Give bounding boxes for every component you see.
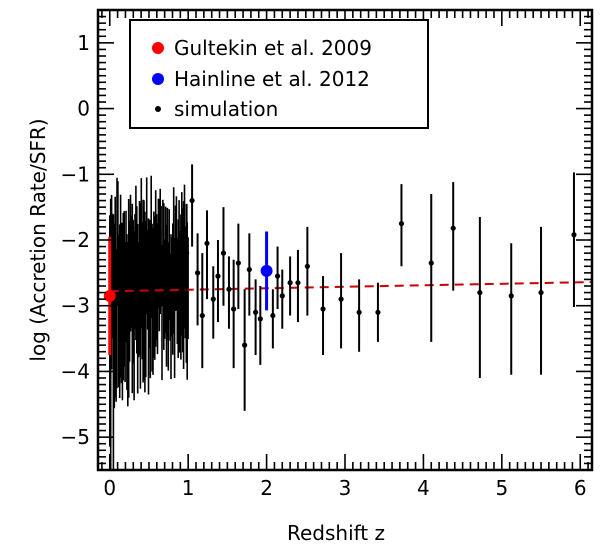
- gultekin-et-al-2009-point: [103, 289, 116, 302]
- simulation-point: [189, 197, 195, 204]
- x-tick-label: 5: [495, 476, 508, 500]
- simulation-point: [253, 309, 259, 315]
- simulation-point: [257, 316, 263, 322]
- fit-line: [109, 281, 593, 293]
- x-tick-label: 2: [260, 476, 273, 500]
- x-tick-label: 1: [182, 476, 195, 500]
- simulation-point: [194, 270, 201, 276]
- simulation-point: [320, 306, 326, 312]
- simulation-point: [295, 280, 301, 286]
- y-axis-label: log (Accretion Rate/SFR): [26, 118, 50, 361]
- simulation-point: [304, 263, 310, 269]
- simulation-point: [184, 250, 190, 256]
- legend-box: [129, 19, 429, 129]
- x-axis-label: Redshift z: [287, 521, 385, 545]
- hainline-et-al-2012-point: [260, 264, 273, 277]
- simulation-point: [508, 293, 514, 299]
- simulation-point: [338, 296, 344, 302]
- y-tick-label: −3: [61, 294, 90, 318]
- points-layer: [103, 164, 577, 411]
- simulation-point: [215, 273, 221, 279]
- simulation-point: [356, 309, 362, 315]
- y-tick-label: −5: [61, 425, 90, 449]
- simulation-point: [450, 225, 456, 231]
- simulation-point: [279, 293, 285, 299]
- x-tick-label: 0: [103, 476, 116, 500]
- legend-marker-simulation: [155, 106, 161, 112]
- tick-labels-layer: 0 1 2 3 4 5 6 1 0 −1 −2 −3 −4 −5: [61, 31, 587, 500]
- simulation-point: [204, 240, 210, 246]
- simulation-point: [242, 342, 248, 348]
- simulation-point: [274, 273, 281, 279]
- y-tick-label: −1: [61, 162, 90, 186]
- x-tick-label: 6: [574, 476, 587, 500]
- simulation-point: [571, 232, 577, 238]
- simulation-point: [428, 260, 434, 266]
- simulation-point: [270, 312, 276, 319]
- simulation-point: [287, 280, 293, 286]
- simulation-point: [226, 286, 232, 292]
- legend-label-hainline: Hainline et al. 2012: [174, 67, 370, 91]
- x-tick-label: 3: [339, 476, 352, 500]
- y-tick-label: −4: [61, 359, 90, 383]
- simulation-point: [375, 309, 381, 315]
- simulation-point: [199, 312, 205, 319]
- x-tick-label: 4: [417, 476, 430, 500]
- y-tick-label: −2: [61, 228, 90, 252]
- dense-band-layer: [109, 175, 189, 470]
- simulation-point: [477, 289, 483, 296]
- simulation-point: [235, 260, 241, 266]
- simulation-point: [220, 250, 227, 256]
- simulation-point: [398, 220, 405, 227]
- fit-line-layer: [109, 281, 593, 293]
- legend-label-simulation: simulation: [174, 97, 278, 121]
- legend-marker-hainline: [152, 73, 164, 85]
- simulation-point: [210, 296, 216, 302]
- simulation-point: [231, 306, 237, 312]
- y-tick-label: 1: [77, 31, 90, 55]
- legend: Gultekin et al. 2009 Hainline et al. 201…: [129, 19, 429, 129]
- legend-label-gultekin: Gultekin et al. 2009: [174, 36, 372, 60]
- legend-marker-gultekin: [152, 42, 164, 54]
- simulation-point: [246, 266, 252, 273]
- simulation-point: [538, 289, 544, 296]
- y-tick-label: 0: [77, 97, 90, 121]
